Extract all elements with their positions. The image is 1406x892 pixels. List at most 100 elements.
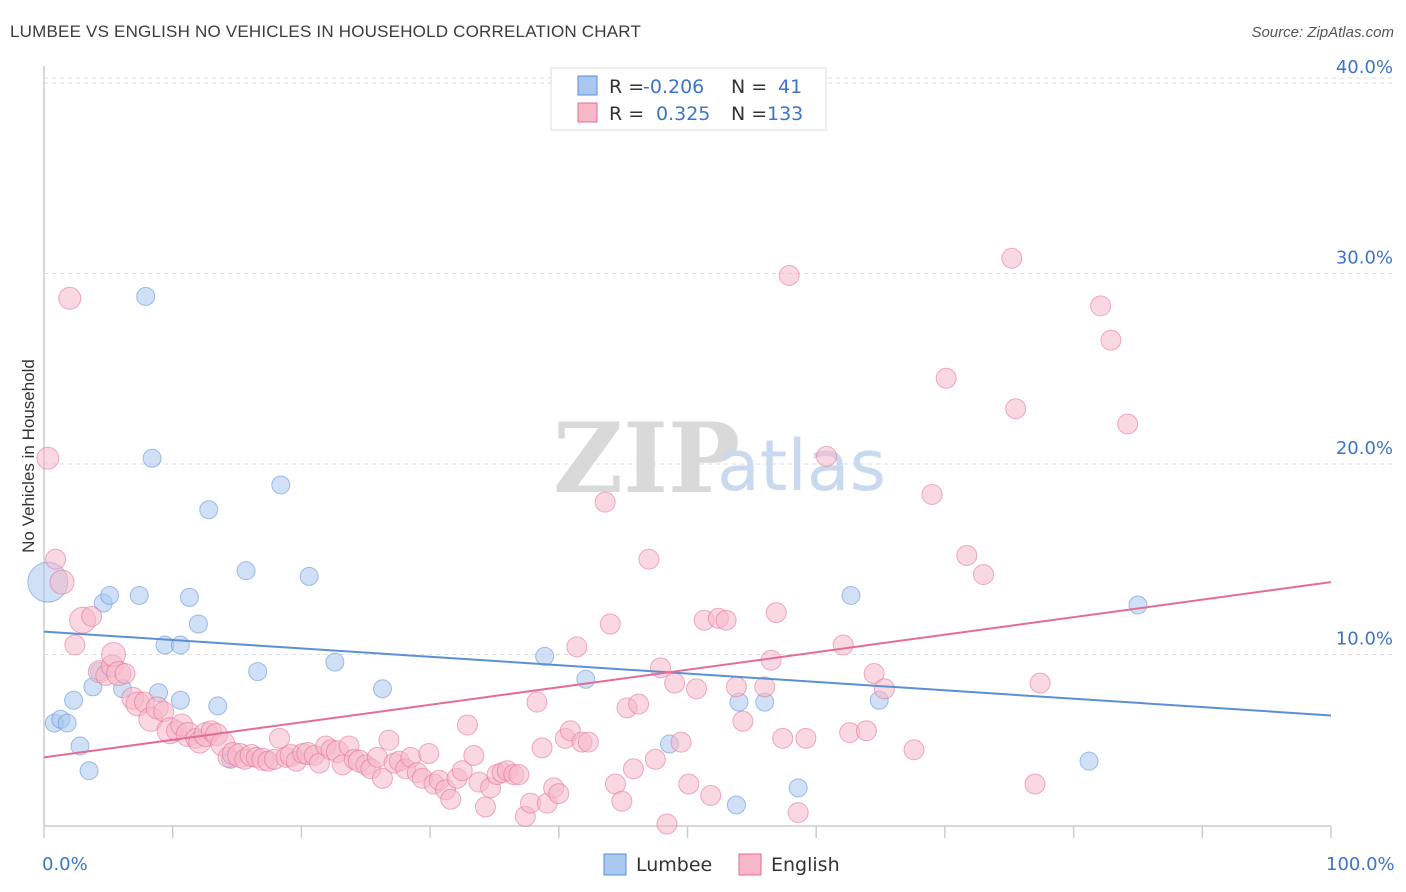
point-lumbee	[1079, 751, 1099, 771]
y-tick-label: 20.0%	[1336, 438, 1393, 459]
point-english	[725, 676, 747, 698]
x-tick-labels: 0.0% 100.0%	[42, 854, 1395, 875]
watermark-atlas: atlas	[717, 425, 886, 507]
point-english	[566, 636, 588, 658]
point-english	[921, 483, 943, 505]
point-english	[935, 367, 957, 389]
point-lumbee	[576, 669, 596, 689]
trend-lines	[43, 581, 1332, 759]
point-english	[531, 737, 553, 759]
point-english	[1100, 329, 1122, 351]
series-legend: Lumbee English	[603, 853, 840, 876]
point-english	[903, 739, 925, 761]
point-lumbee	[129, 585, 149, 605]
y-axis-title: No Vehicles in Household	[19, 359, 38, 553]
point-english	[795, 727, 817, 749]
point-english	[815, 445, 837, 467]
point-english	[765, 602, 787, 624]
point-lumbee	[726, 795, 746, 815]
point-english	[863, 663, 885, 685]
point-english	[956, 544, 978, 566]
stats-legend-n-value-lumbee: 41	[778, 76, 802, 98]
point-english	[1001, 247, 1023, 269]
point-lumbee	[372, 679, 392, 699]
point-english	[754, 676, 776, 698]
trend-line-lumbee	[43, 630, 1332, 717]
point-english	[715, 609, 737, 631]
x-tick-label-min: 0.0%	[42, 854, 88, 875]
point-english	[700, 784, 722, 806]
x-tick-label-max: 100.0%	[1326, 854, 1395, 875]
point-english	[577, 731, 599, 753]
point-lumbee	[100, 585, 120, 605]
point-english	[656, 813, 678, 835]
point-english	[418, 743, 440, 765]
point-english	[58, 286, 82, 310]
point-english	[599, 613, 621, 635]
legend-swatch-english	[738, 853, 762, 876]
point-lumbee	[208, 696, 228, 716]
stats-legend: R = -0.206 N = 41 R = 0.325 N = 133	[550, 67, 827, 131]
point-lumbee	[841, 585, 861, 605]
stats-legend-n-label-lumbee: N =	[731, 76, 767, 98]
point-english	[81, 605, 103, 627]
point-lumbee	[535, 646, 555, 666]
point-english	[873, 678, 895, 700]
point-english	[378, 729, 400, 751]
point-english	[594, 491, 616, 513]
point-english	[664, 672, 686, 694]
point-english	[1029, 672, 1051, 694]
point-english	[36, 446, 60, 470]
point-lumbee	[142, 448, 162, 468]
point-english	[1090, 295, 1112, 317]
stats-legend-swatch-english	[577, 102, 598, 123]
legend-label-english: English	[771, 854, 840, 876]
point-english	[451, 760, 473, 782]
point-english	[611, 790, 633, 812]
point-english	[1005, 398, 1027, 420]
y-tick-labels: 10.0% 20.0% 30.0% 40.0%	[1336, 57, 1393, 650]
point-english	[628, 693, 650, 715]
point-lumbee	[236, 561, 256, 581]
trend-line-english	[43, 581, 1332, 759]
point-english	[64, 634, 86, 656]
point-lumbee	[788, 778, 808, 798]
y-tick-label: 40.0%	[1336, 57, 1393, 78]
point-english	[114, 663, 136, 685]
point-english	[778, 264, 800, 286]
point-lumbee	[79, 761, 99, 781]
point-lumbee	[64, 690, 84, 710]
watermark: ZIP atlas	[553, 402, 886, 515]
stats-legend-r-value-lumbee: -0.206	[643, 76, 704, 98]
point-english	[670, 731, 692, 753]
point-english	[371, 767, 393, 789]
stats-legend-n-label-english: N =	[731, 103, 767, 125]
point-english	[973, 563, 995, 585]
point-lumbee	[299, 566, 319, 586]
point-lumbee	[170, 690, 190, 710]
point-english	[832, 634, 854, 656]
point-english	[45, 548, 67, 570]
point-english	[474, 796, 496, 818]
stats-legend-r-label-english: R =	[609, 103, 644, 125]
source-label: Source: ZipAtlas.com	[1251, 24, 1394, 41]
point-lumbee	[199, 500, 219, 520]
point-lumbee	[170, 635, 190, 655]
point-english	[456, 714, 478, 736]
stats-legend-r-label-lumbee: R =	[609, 76, 644, 98]
point-lumbee	[325, 652, 345, 672]
watermark-zip: ZIP	[553, 402, 740, 515]
point-english	[772, 727, 794, 749]
point-english	[440, 788, 462, 810]
point-lumbee	[70, 736, 90, 756]
chart-title: LUMBEE VS ENGLISH NO VEHICLES IN HOUSEHO…	[10, 22, 642, 41]
legend-label-lumbee: Lumbee	[636, 854, 712, 876]
point-english	[269, 727, 291, 749]
legend-swatch-lumbee	[603, 853, 627, 876]
point-english	[855, 720, 877, 742]
point-lumbee	[136, 286, 156, 306]
point-english	[508, 764, 530, 786]
data-points	[27, 247, 1148, 835]
point-english	[787, 802, 809, 824]
